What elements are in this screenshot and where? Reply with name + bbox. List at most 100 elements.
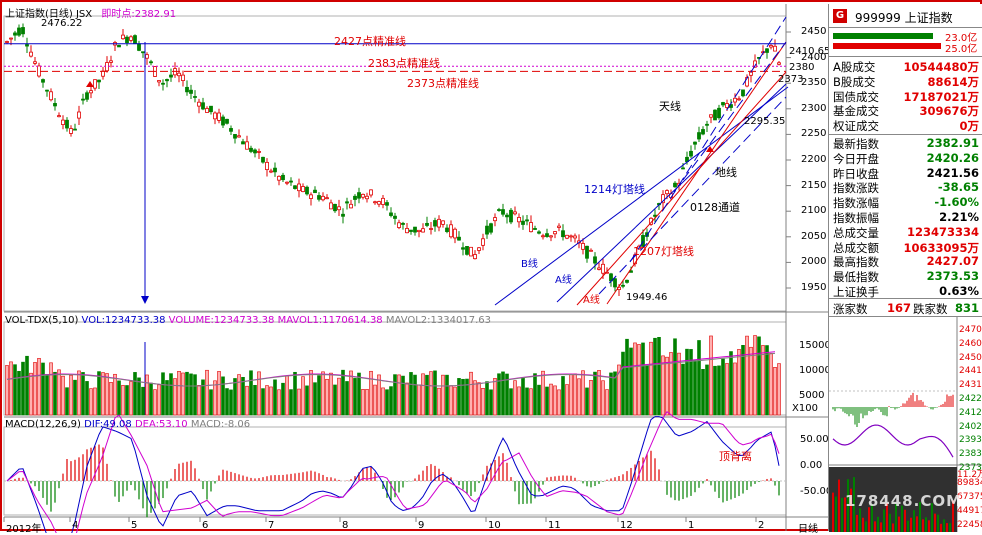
candle-body <box>717 107 721 119</box>
candle-body <box>505 214 509 218</box>
volume-bar <box>201 379 205 416</box>
volume-bar <box>257 371 261 416</box>
mini-price-tick: 2402 <box>959 421 982 432</box>
volume-bar <box>453 386 457 416</box>
tianxian-label: 天线 <box>659 100 681 113</box>
volume-bar <box>105 373 109 416</box>
candle-body <box>465 246 469 255</box>
volume-bar <box>497 373 501 416</box>
stat-value: -1.60% <box>934 195 979 210</box>
volume-bar <box>585 387 589 416</box>
mini-volume-bar <box>904 509 906 532</box>
candle-body <box>241 141 245 145</box>
stat-value: -38.65 <box>937 180 979 195</box>
stat-row: 上证换手 0.63% <box>833 284 979 299</box>
volume-bar <box>153 389 157 416</box>
candle-body <box>433 220 437 227</box>
mini-volume-bar <box>913 510 915 532</box>
stat-label: 上证换手 <box>833 285 879 299</box>
price-tick: 2200 <box>801 154 827 165</box>
volume-bar <box>749 346 753 416</box>
volume-bar <box>541 370 545 416</box>
mini-volume-bar <box>850 488 852 532</box>
candle-body <box>509 209 513 223</box>
panel-title: G 999999 上证指数 <box>829 6 982 28</box>
mini-volume-bar <box>922 519 924 532</box>
volume-bar <box>681 363 685 416</box>
candle-body <box>421 228 425 233</box>
volume-bar <box>141 386 145 416</box>
candle-body <box>205 108 209 113</box>
volume-bar <box>321 371 325 416</box>
candle-body <box>457 236 461 241</box>
volume-bar <box>433 370 437 416</box>
volume-bar <box>521 377 525 416</box>
candle-body <box>269 170 273 173</box>
volume-bar <box>205 369 209 416</box>
mini-volume-bar <box>937 514 939 532</box>
high-price-label: 2476.22 <box>41 18 83 29</box>
volume-bar <box>373 384 377 416</box>
candle-body <box>449 224 453 238</box>
candle-body <box>165 79 169 82</box>
stat-label: 指数振幅 <box>833 211 879 225</box>
candle-body <box>409 229 413 232</box>
time-tick: 2 <box>758 520 765 531</box>
candle-body <box>697 132 701 140</box>
label-2295: 2295.35 <box>744 116 786 127</box>
candle-body <box>413 226 417 233</box>
candle-body <box>373 201 377 204</box>
volume-bar <box>89 388 93 416</box>
mavol2-label: MAVOL2: <box>385 315 431 326</box>
candle-body <box>429 228 433 230</box>
panel-divider <box>829 298 982 299</box>
stat-label: 指数涨幅 <box>833 196 879 211</box>
candle-body <box>573 235 577 239</box>
mini-volume-tick: 89834 <box>957 478 982 488</box>
mini-volume-bar <box>925 517 927 532</box>
stat-label: 基金成交 <box>833 104 879 119</box>
volume-bar <box>601 380 605 416</box>
bar2-value: 25.0亿 <box>945 44 978 55</box>
candle-body <box>613 278 617 288</box>
volume-bar <box>589 380 593 416</box>
candle-body <box>197 101 201 107</box>
dif-value: 49.08 <box>103 419 132 430</box>
candle-body <box>265 161 269 171</box>
candle-body <box>89 90 93 94</box>
mini-price-tick: 2450 <box>959 352 982 363</box>
volume-bar <box>593 371 597 416</box>
volume-bar <box>717 365 721 416</box>
candle-body <box>713 109 717 121</box>
instant-label: 即时点: <box>101 9 135 20</box>
main-chart-canvas[interactable] <box>2 2 828 533</box>
volume-bar <box>409 372 413 416</box>
stat-row: 指数涨跌 -38.65 <box>833 180 979 195</box>
price-tick: 2000 <box>801 256 827 268</box>
group-badge[interactable]: G <box>833 9 847 23</box>
intraday-mini-chart[interactable] <box>829 317 982 532</box>
mini-volume-bar <box>871 504 873 532</box>
period-label[interactable]: 日线 <box>798 524 818 535</box>
channel-0128-line <box>673 41 787 193</box>
time-tick: 4 <box>72 520 79 531</box>
candle-body <box>229 128 233 132</box>
candle-body <box>237 135 241 138</box>
volume-bar <box>117 380 121 416</box>
volume-bar <box>629 347 633 416</box>
volume-bar <box>485 381 489 416</box>
volume-bar <box>509 388 513 416</box>
dif-line <box>6 416 780 533</box>
stat-value: 2382.91 <box>926 136 979 150</box>
stat-value: 0.63% <box>939 284 979 298</box>
candle-body <box>517 217 521 223</box>
candle-body <box>453 228 457 239</box>
mini-volume-bar <box>862 517 864 532</box>
candle-body <box>121 34 125 40</box>
candle-body <box>385 202 389 206</box>
volume-bar <box>641 342 645 416</box>
volume-bar <box>281 382 285 416</box>
candle-body <box>69 128 73 134</box>
stat-row: 昨日收盘 2421.56 <box>833 166 979 181</box>
candle-body <box>189 89 193 94</box>
